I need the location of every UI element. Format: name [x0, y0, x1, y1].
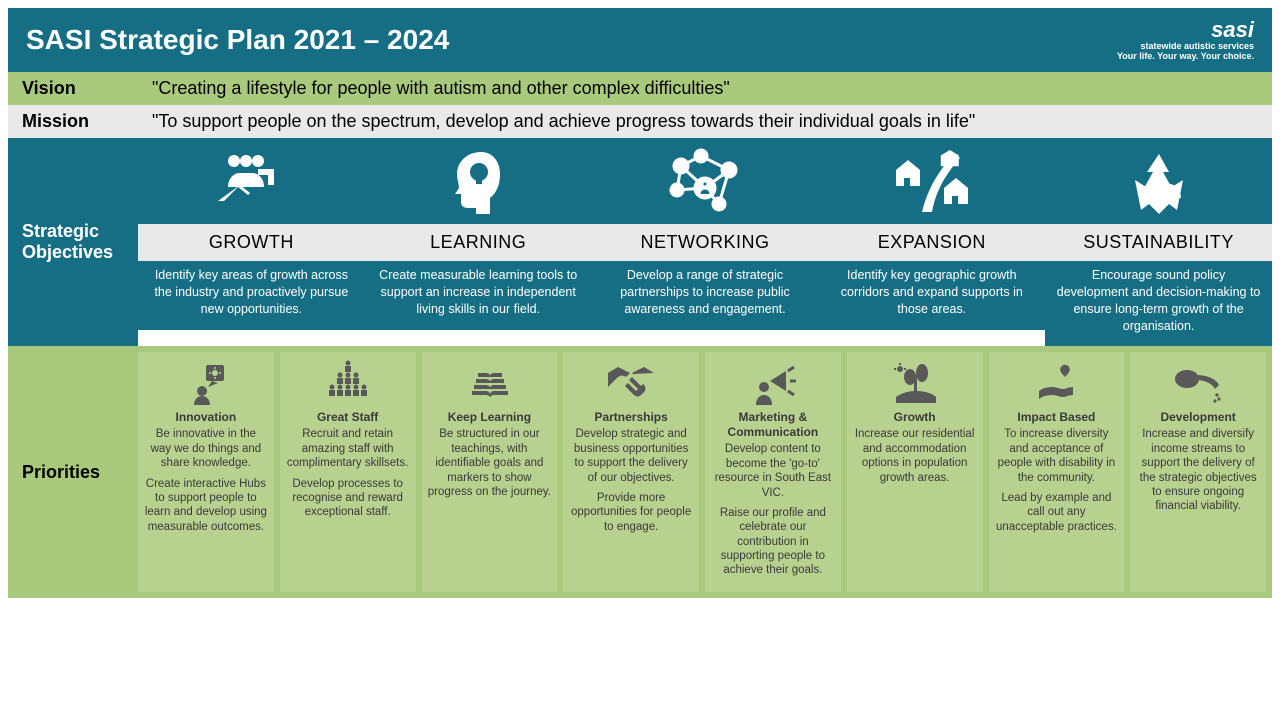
growth-icon	[138, 138, 365, 224]
objective-growth-desc: Identify key areas of growth across the …	[138, 261, 365, 330]
priorities-label: Priorities	[8, 346, 138, 597]
growth-priority-icon	[853, 358, 977, 408]
objective-expansion-desc: Identify key geographic growth corridors…	[818, 261, 1045, 330]
priority-innovation-title: Innovation	[144, 410, 268, 425]
priority-great-staff-title: Great Staff	[286, 410, 410, 425]
objective-growth: GROWTH Identify key areas of growth acro…	[138, 138, 365, 347]
priority-keep-learning-p1: Be structured in our teachings, with ide…	[428, 427, 552, 499]
marketing-icon	[711, 358, 835, 408]
priority-marketing: Marketing & Communication Develop conten…	[705, 352, 841, 591]
objective-expansion-name: EXPANSION	[818, 224, 1045, 261]
strategic-plan-frame: SASI Strategic Plan 2021 – 2024 sasi sta…	[8, 8, 1272, 598]
networking-icon	[592, 138, 819, 224]
title-bar: SASI Strategic Plan 2021 – 2024 sasi sta…	[8, 8, 1272, 72]
objective-sustainability: SUSTAINABILITY Encourage sound policy de…	[1045, 138, 1272, 347]
development-icon	[1136, 358, 1260, 408]
vision-text: "Creating a lifestyle for people with au…	[138, 72, 1272, 105]
priority-development-title: Development	[1136, 410, 1260, 425]
objectives-row: Strategic Objectives GROWTH Identify key…	[8, 138, 1272, 347]
priority-great-staff-p2: Develop processes to recognise and rewar…	[286, 477, 410, 520]
priority-great-staff-p1: Recruit and retain amazing staff with co…	[286, 427, 410, 470]
objective-sustainability-name: SUSTAINABILITY	[1045, 224, 1272, 261]
objective-learning-desc: Create measurable learning tools to supp…	[365, 261, 592, 330]
learning-icon	[365, 138, 592, 224]
priority-innovation-p2: Create interactive Hubs to support peopl…	[144, 477, 268, 535]
priority-marketing-p1: Develop content to become the 'go-to' re…	[711, 442, 835, 500]
sustainability-icon	[1045, 138, 1272, 224]
priority-partnerships-title: Partnerships	[569, 410, 693, 425]
vision-label: Vision	[8, 72, 138, 105]
priority-impact: Impact Based To increase diversity and a…	[989, 352, 1125, 591]
objective-learning: LEARNING Create measurable learning tool…	[365, 138, 592, 347]
priority-development: Development Increase and diversify incom…	[1130, 352, 1266, 591]
priorities-body: Innovation Be innovative in the way we d…	[138, 346, 1272, 597]
priority-partnerships: Partnerships Develop strategic and busin…	[563, 352, 699, 591]
partnerships-icon	[569, 358, 693, 408]
mission-text: "To support people on the spectrum, deve…	[138, 105, 1272, 138]
priority-innovation: Innovation Be innovative in the way we d…	[138, 352, 274, 591]
priority-great-staff: Great Staff Recruit and retain amazing s…	[280, 352, 416, 591]
objective-growth-name: GROWTH	[138, 224, 365, 261]
priorities-row: Priorities Innovation Be innovative in t…	[8, 346, 1272, 597]
priority-marketing-p2: Raise our profile and celebrate our cont…	[711, 506, 835, 578]
great-staff-icon	[286, 358, 410, 408]
priority-growth-title: Growth	[853, 410, 977, 425]
priority-keep-learning-title: Keep Learning	[428, 410, 552, 425]
logo-main: sasi	[1117, 18, 1254, 42]
objective-sustainability-desc: Encourage sound policy development and d…	[1045, 261, 1272, 347]
mission-label: Mission	[8, 105, 138, 138]
vision-row: Vision "Creating a lifestyle for people …	[8, 72, 1272, 105]
priority-marketing-title: Marketing & Communication	[711, 410, 835, 440]
priority-growth: Growth Increase our residential and acco…	[847, 352, 983, 591]
page-title: SASI Strategic Plan 2021 – 2024	[26, 24, 449, 56]
priority-impact-title: Impact Based	[995, 410, 1119, 425]
priority-keep-learning: Keep Learning Be structured in our teach…	[422, 352, 558, 591]
priority-impact-p1: To increase diversity and acceptance of …	[995, 427, 1119, 485]
objective-expansion: EXPANSION Identify key geographic growth…	[818, 138, 1045, 347]
impact-icon	[995, 358, 1119, 408]
objective-networking-name: NETWORKING	[592, 224, 819, 261]
mission-row: Mission "To support people on the spectr…	[8, 105, 1272, 138]
innovation-icon	[144, 358, 268, 408]
priority-innovation-p1: Be innovative in the way we do things an…	[144, 427, 268, 470]
logo-subtitle-2: Your life. Your way. Your choice.	[1117, 52, 1254, 62]
priority-partnerships-p2: Provide more opportunities for people to…	[569, 491, 693, 534]
priority-growth-p1: Increase our residential and accommodati…	[853, 427, 977, 485]
objectives-body: GROWTH Identify key areas of growth acro…	[138, 138, 1272, 347]
objective-networking: NETWORKING Develop a range of strategic …	[592, 138, 819, 347]
priority-impact-p2: Lead by example and call out any unaccep…	[995, 491, 1119, 534]
priority-partnerships-p1: Develop strategic and business opportuni…	[569, 427, 693, 485]
objectives-label: Strategic Objectives	[8, 138, 138, 347]
objective-learning-name: LEARNING	[365, 224, 592, 261]
expansion-icon	[818, 138, 1045, 224]
priority-development-p1: Increase and diversify income streams to…	[1136, 427, 1260, 513]
objective-networking-desc: Develop a range of strategic partnership…	[592, 261, 819, 330]
keep-learning-icon	[428, 358, 552, 408]
logo: sasi statewide autistic services Your li…	[1117, 18, 1254, 62]
